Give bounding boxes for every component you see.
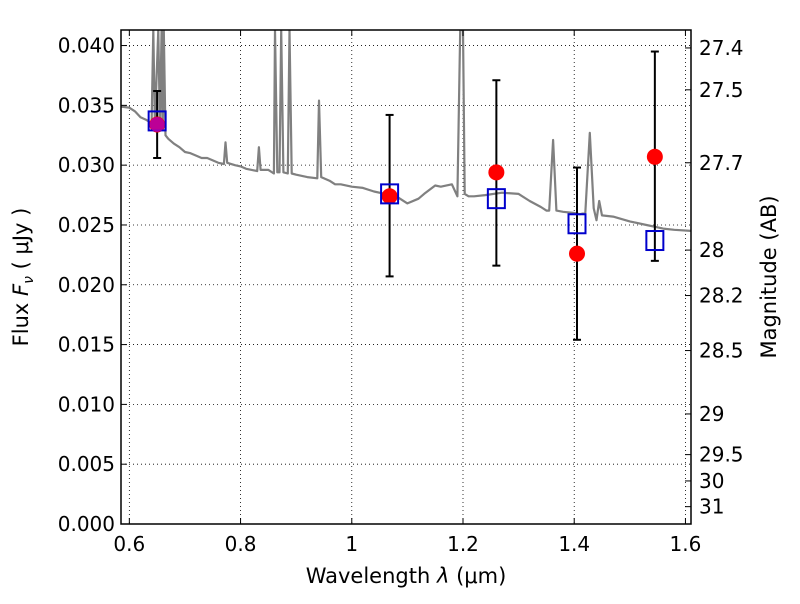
magnitude-tick-label: 29.5 xyxy=(699,443,744,467)
x-tick-label: 0.6 xyxy=(113,532,145,556)
x-axis-title: Wavelength λ (μm) xyxy=(306,564,507,588)
magnitude-tick-label: 28.2 xyxy=(699,284,744,308)
svg-text:Flux Fν ( μJy ): Flux Fν ( μJy ) xyxy=(9,208,37,347)
x-tick-label: 1.2 xyxy=(447,532,479,556)
y-tick-label: 0.030 xyxy=(58,153,115,177)
x-tick-label: 1.6 xyxy=(670,532,702,556)
grid-layer xyxy=(121,30,691,524)
tick-layer: 0.6 0.8 1 1.2 1.4 1.6 0.000 0.005 0.010 0.015 0.02… xyxy=(58,30,744,556)
x-tick-label: 1.4 xyxy=(558,532,590,556)
x-tick-label: 0.8 xyxy=(225,532,257,556)
model-square xyxy=(380,183,400,205)
magnitude-tick-label: 27.7 xyxy=(699,151,744,175)
model-sed-line xyxy=(121,30,691,232)
model-square xyxy=(645,230,665,252)
magnitude-tick-label: 28.5 xyxy=(699,339,744,363)
magnitude-tick-label: 27.4 xyxy=(699,36,744,60)
y-tick-label: 0.020 xyxy=(58,273,115,297)
magnitude-tick-label: 29 xyxy=(699,402,724,426)
y-tick-label: 0.035 xyxy=(58,93,115,117)
plot-frame xyxy=(120,29,692,525)
y-axis-title: Flux Fν ( μJy ) xyxy=(9,208,37,347)
y-tick-label: 0.040 xyxy=(58,34,115,58)
model-square-layer xyxy=(147,110,665,252)
y-tick-label: 0.015 xyxy=(58,333,115,357)
magnitude-tick-label: 30 xyxy=(699,469,724,493)
y-tick-label: 0.005 xyxy=(58,452,115,476)
y-tick-label: 0.000 xyxy=(58,512,115,536)
magnitude-axis-title: Magnitude (AB) xyxy=(757,195,781,358)
y-tick-label: 0.025 xyxy=(58,213,115,237)
model-square xyxy=(486,188,506,210)
observed-point xyxy=(488,164,505,181)
error-bar-layer xyxy=(153,50,659,341)
magnitude-tick-label: 31 xyxy=(699,495,724,519)
x-tick-label: 1 xyxy=(345,532,358,556)
model-sed-layer xyxy=(121,30,691,232)
overlap-point xyxy=(149,116,165,132)
model-square xyxy=(567,213,587,235)
magnitude-tick-label: 27.5 xyxy=(699,78,744,102)
magnitude-tick-label: 28 xyxy=(699,238,724,262)
observed-point xyxy=(381,188,398,205)
svg-text:Wavelength λ (μm): Wavelength λ (μm) xyxy=(306,564,507,588)
observed-point xyxy=(646,148,663,165)
svg-text:Magnitude (AB): Magnitude (AB) xyxy=(757,195,781,358)
y-tick-label: 0.010 xyxy=(58,392,115,416)
observed-point xyxy=(569,245,585,262)
